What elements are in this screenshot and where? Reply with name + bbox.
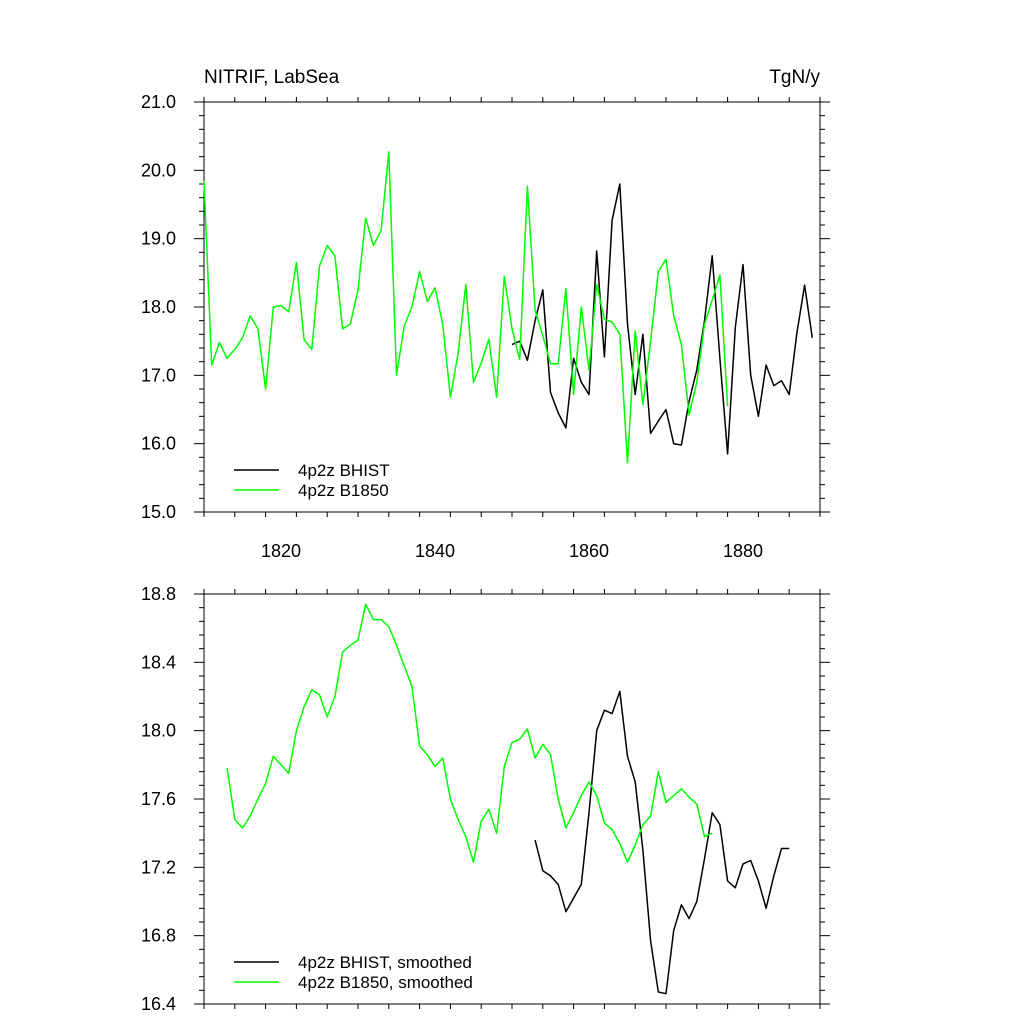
bottom-series-line-b1850	[226, 603, 713, 863]
top-panel: 1820 1840 1860 1880 15.0 16.0 17.0 18.0 19.0 20.0…	[141, 92, 830, 561]
bottom-y-tick-label: 18.0	[141, 721, 176, 741]
chart-title: NITRIF, LabSea	[204, 67, 340, 88]
bottom-y-tick-label: 17.6	[141, 789, 176, 809]
top-y-tick-label: 18.0	[141, 297, 176, 317]
bottom-y-tick-label: 17.2	[141, 857, 176, 877]
top-y-tick-label: 16.0	[141, 434, 176, 454]
top-y-tick-label: 20.0	[141, 160, 176, 180]
bottom-y-tick-label: 18.8	[141, 584, 176, 604]
bottom-y-tick-label: 16.4	[141, 994, 176, 1014]
top-y-tick-label: 19.0	[141, 229, 176, 249]
top-x-tick-label: 1880	[723, 541, 763, 561]
bottom-plot-frame	[203, 593, 821, 1005]
top-y-tick-label: 17.0	[141, 365, 176, 385]
top-series-line-bhist	[511, 183, 814, 455]
top-legend-label: 4p2z B1850	[298, 481, 389, 500]
bottom-y-tick-label: 16.8	[141, 926, 176, 946]
bottom-panel: 16.4 16.8 17.2 17.6 18.0 18.4 18.8 4p2z BHIST, …	[141, 584, 830, 1014]
top-x-tick-label: 1820	[261, 541, 301, 561]
bottom-y-tick-label: 18.4	[141, 652, 176, 672]
units-label: TgN/y	[769, 67, 820, 88]
top-y-tick-label: 21.0	[141, 92, 176, 112]
top-series-line-b1850	[203, 151, 729, 464]
top-x-tick-label: 1840	[415, 541, 455, 561]
bottom-legend-label: 4p2z BHIST, smoothed	[298, 953, 472, 972]
bottom-legend-label: 4p2z B1850, smoothed	[298, 973, 473, 992]
top-x-tick-label: 1860	[569, 541, 609, 561]
top-legend-label: 4p2z BHIST	[298, 461, 390, 480]
bottom-series-line-bhist	[534, 690, 790, 995]
top-y-tick-label: 15.0	[141, 502, 176, 522]
